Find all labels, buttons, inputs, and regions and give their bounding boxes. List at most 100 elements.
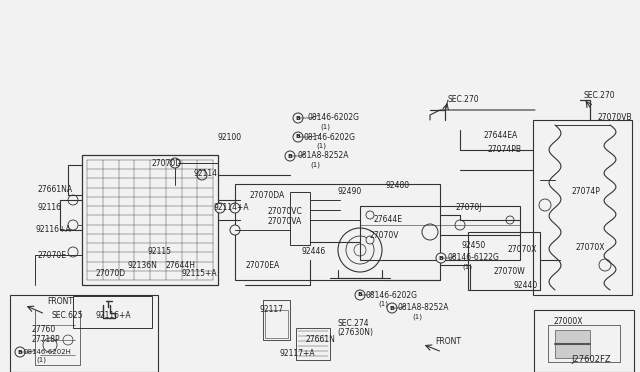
Circle shape [506,216,514,224]
Text: SEC.270: SEC.270 [448,96,479,105]
Text: (1): (1) [316,143,326,149]
Text: B: B [296,115,300,121]
Text: 27000X: 27000X [553,317,582,327]
Circle shape [539,199,551,211]
Text: (27630N): (27630N) [337,327,373,337]
Circle shape [293,113,303,123]
Circle shape [355,290,365,300]
Circle shape [436,253,446,263]
Text: 27070X: 27070X [576,244,605,253]
Bar [555,330,590,358]
Text: 92117+A: 92117+A [280,350,316,359]
Bar [534,310,634,372]
Text: B: B [390,305,394,311]
Bar [10,295,158,372]
Circle shape [230,203,240,213]
Text: 27661NA: 27661NA [38,186,73,195]
Text: 27070E: 27070E [38,250,67,260]
Text: 08146-6122G: 08146-6122G [448,253,500,263]
Bar [548,325,620,362]
Text: SEC.625: SEC.625 [52,311,84,321]
Circle shape [215,203,225,213]
Text: 08146-6202G: 08146-6202G [366,291,418,299]
Text: 92116+A: 92116+A [95,311,131,320]
Text: 27070J: 27070J [455,203,481,212]
Circle shape [338,228,382,272]
Text: J27602FZ: J27602FZ [571,356,611,365]
Circle shape [230,225,240,235]
Bar [82,155,218,285]
Text: FRONT: FRONT [47,298,73,307]
Circle shape [43,338,57,352]
Text: 92440: 92440 [514,280,538,289]
Text: 27070W: 27070W [494,266,525,276]
Text: 081A8-8252A: 081A8-8252A [297,151,349,160]
Text: 27074P: 27074P [572,187,601,196]
Circle shape [599,259,611,271]
Bar [360,206,520,260]
Circle shape [455,220,465,230]
Text: (1): (1) [320,124,330,130]
Text: (1): (1) [36,357,46,363]
Text: 27644EA: 27644EA [484,131,518,140]
Text: 92117: 92117 [259,305,283,314]
Bar [263,300,290,340]
Circle shape [68,195,78,205]
Circle shape [366,211,374,219]
Text: 27074PB: 27074PB [487,145,521,154]
Text: 92115+A: 92115+A [182,269,218,279]
Text: FRONT: FRONT [435,337,461,346]
Circle shape [170,158,180,168]
Circle shape [366,236,374,244]
Text: (1): (1) [378,301,388,307]
Bar [533,120,632,295]
Text: 27661N: 27661N [306,336,336,344]
Text: 27070EA: 27070EA [246,262,280,270]
Text: (1): (1) [412,314,422,320]
Text: 27070VA: 27070VA [267,218,301,227]
Circle shape [15,347,25,357]
Circle shape [293,132,303,142]
Circle shape [346,236,374,264]
Text: 92115: 92115 [148,247,172,257]
Text: 27718P: 27718P [32,336,61,344]
Circle shape [422,224,438,240]
Text: 08146-6202G: 08146-6202G [304,132,356,141]
Text: 27070VB: 27070VB [597,113,632,122]
Text: B: B [287,154,292,158]
Text: 92136N: 92136N [128,262,158,270]
Text: 27070V: 27070V [370,231,399,240]
Text: 92114+A: 92114+A [213,203,248,212]
Text: 08146-6202H: 08146-6202H [24,349,72,355]
Text: 92490: 92490 [337,187,361,196]
Text: B: B [438,256,444,260]
Bar [468,232,540,290]
Text: 27644H: 27644H [165,262,195,270]
Text: SEC.274: SEC.274 [337,318,369,327]
Bar [265,310,288,338]
Text: 92100: 92100 [218,134,242,142]
Bar [296,328,330,360]
Text: 92116: 92116 [38,202,62,212]
Text: (1): (1) [310,162,320,168]
Circle shape [68,220,78,230]
Text: (1): (1) [462,264,472,270]
Circle shape [285,151,295,161]
Text: 92450: 92450 [462,241,486,250]
Circle shape [63,335,73,345]
Text: 27070VC: 27070VC [267,206,301,215]
Bar [73,296,152,328]
Bar [235,184,440,280]
Text: 08146-6202G: 08146-6202G [307,113,359,122]
Text: 27070D: 27070D [95,269,125,279]
Text: 27644E: 27644E [373,215,402,224]
Text: 27070X: 27070X [508,244,538,253]
Circle shape [387,303,397,313]
Text: B: B [17,350,22,355]
Text: 92116+A: 92116+A [35,225,70,234]
Text: 92480: 92480 [385,182,409,190]
Text: B: B [358,292,362,298]
Circle shape [354,244,366,256]
Text: 92446: 92446 [302,247,326,257]
Circle shape [68,247,78,257]
